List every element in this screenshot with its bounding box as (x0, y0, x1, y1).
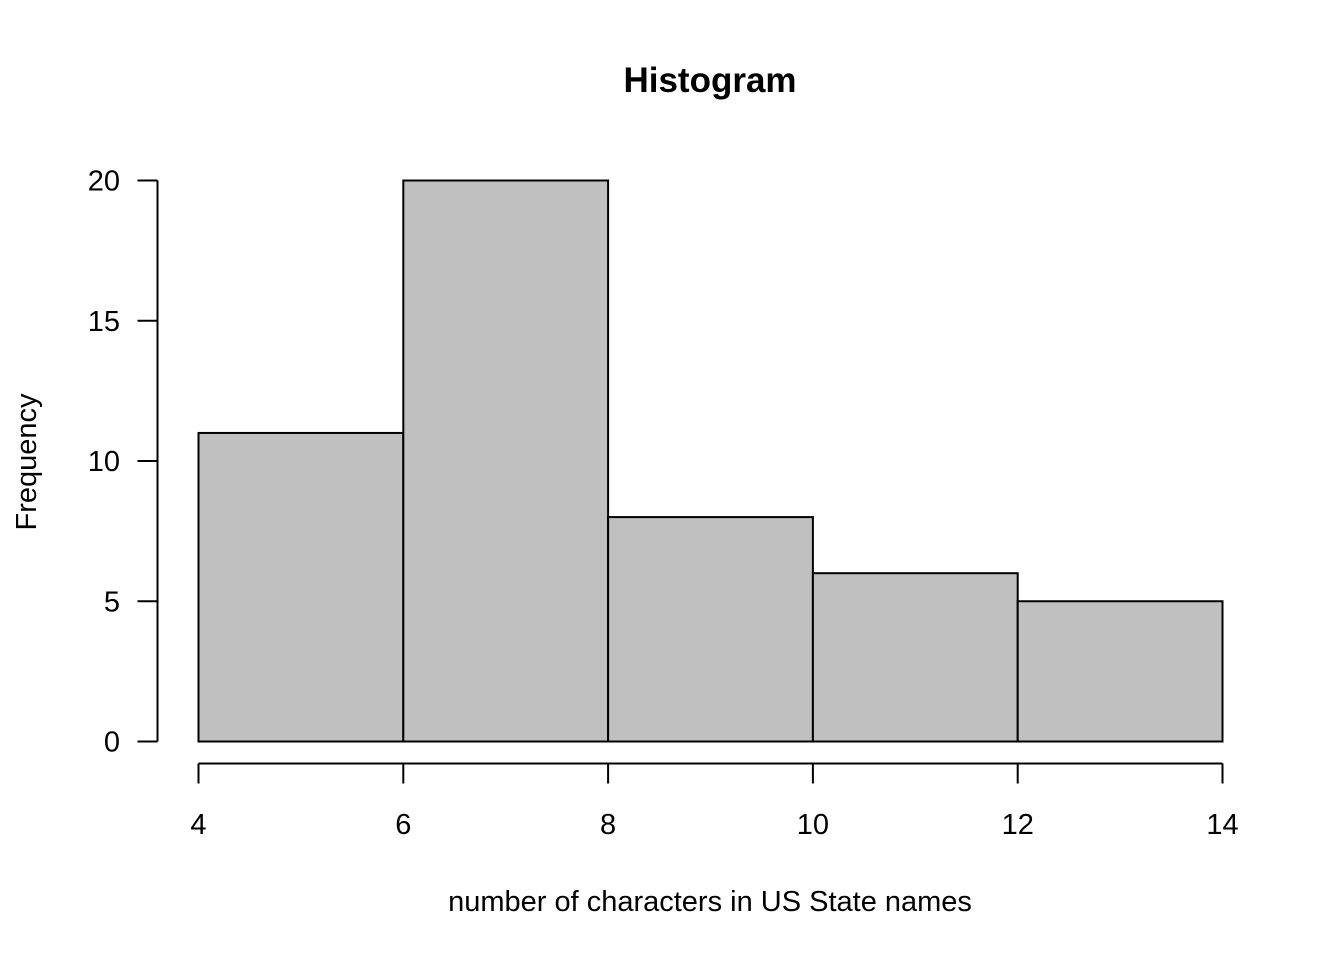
x-tick-label: 6 (395, 809, 411, 841)
x-tick-label: 8 (600, 809, 616, 841)
x-axis: 4 6 8 10 12 14 (190, 762, 1239, 841)
x-axis-label: number of characters in US State names (448, 886, 972, 918)
histogram-bar-2 (402, 179, 610, 743)
y-tick-label: 0 (104, 727, 120, 759)
chart-title: Histogram (623, 61, 796, 100)
histogram-bars (197, 179, 1224, 743)
x-tick-label: 10 (797, 809, 829, 841)
y-tick-label: 20 (88, 166, 120, 198)
histogram-bar-4 (811, 572, 1019, 743)
y-tick-label: 15 (88, 306, 120, 338)
histogram-bar-5 (1016, 600, 1224, 743)
x-tick-label: 12 (1002, 809, 1034, 841)
y-axis-label: Frequency (11, 393, 43, 531)
y-axis: 0 5 10 15 20 (88, 166, 159, 759)
x-tick-label: 14 (1206, 809, 1238, 841)
y-tick-label: 10 (88, 446, 120, 478)
histogram-bar-1 (197, 431, 405, 743)
x-tick-label: 4 (190, 809, 206, 841)
y-tick-label: 5 (104, 586, 120, 618)
histogram-bar-3 (607, 516, 814, 743)
